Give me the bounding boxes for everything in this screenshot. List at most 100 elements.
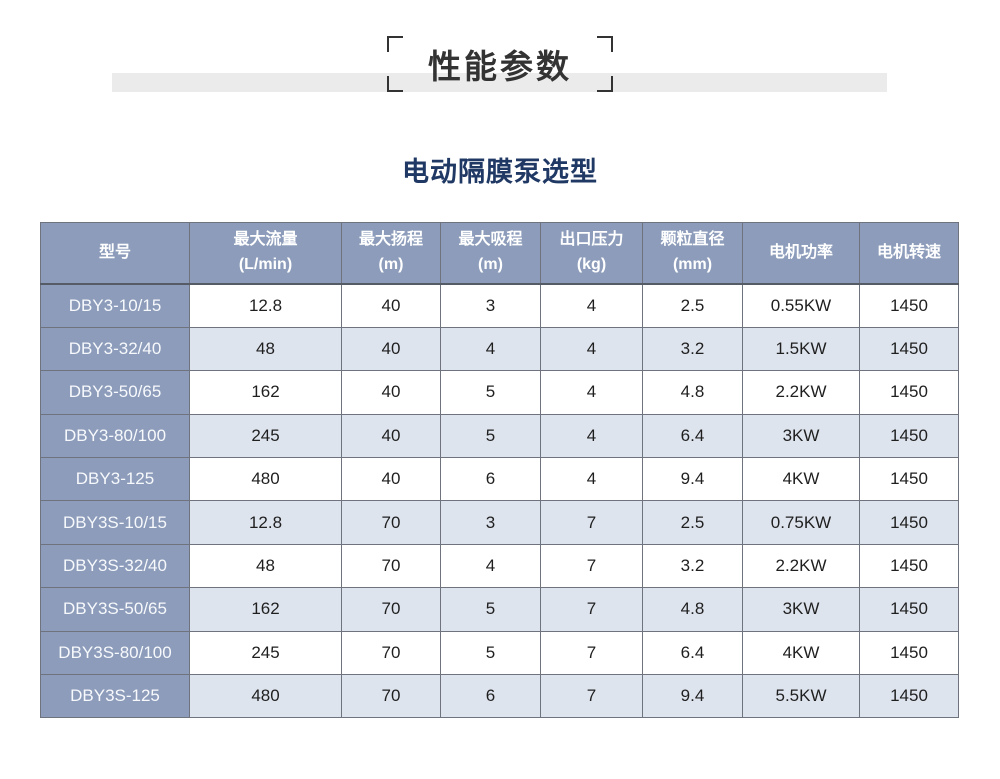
data-cell: 2.2KW <box>742 543 860 589</box>
header-row: 型号 最大流量 (L/min) 最大扬程 (m) 最大吸程 (m) 出口压力 (kg) 颗粒直径 (… <box>40 222 959 285</box>
data-cell: 12.8 <box>189 283 342 328</box>
model-cell: DBY3S-10/15 <box>40 500 190 545</box>
bracket-corner-top-left-icon <box>387 36 403 52</box>
column-header-line: 最大流量 <box>233 231 298 249</box>
data-cell: 4.8 <box>642 370 743 415</box>
model-cell: DBY3-125 <box>40 457 190 502</box>
data-cell: 5.5KW <box>742 674 860 719</box>
data-cell: 3KW <box>742 587 860 632</box>
data-cell: 4 <box>540 457 643 502</box>
column-header-line: 型号 <box>98 243 131 261</box>
column-header-line: 出口压力 <box>559 231 624 249</box>
data-cell: 6 <box>440 457 541 502</box>
data-cell: 6 <box>440 674 541 719</box>
column-header: 最大吸程 (m) <box>440 222 541 285</box>
data-cell: 7 <box>540 543 643 589</box>
data-cell: 1.5KW <box>742 326 860 372</box>
data-cell: 5 <box>440 630 541 676</box>
data-cell: 7 <box>540 500 643 545</box>
data-cell: 1450 <box>859 674 959 719</box>
table-body: DBY3-10/15 12.8 40 3 4 2.5 0.55KW 1450 DBY3-32/4… <box>40 283 959 719</box>
section-subtitle: 电动隔膜泵选型 <box>402 157 598 187</box>
model-cell: DBY3-10/15 <box>40 283 190 328</box>
table-row: DBY3S-125 480 70 6 7 9.4 5.5KW 1450 <box>40 674 959 719</box>
data-cell: 3KW <box>742 413 860 459</box>
column-header: 最大扬程 (m) <box>341 222 441 285</box>
column-header-line: 电机功率 <box>768 243 833 261</box>
data-cell: 7 <box>540 674 643 719</box>
data-cell: 48 <box>189 326 342 372</box>
model-cell: DBY3-80/100 <box>40 413 190 459</box>
data-cell: 4 <box>440 543 541 589</box>
data-cell: 480 <box>189 457 342 502</box>
data-cell: 70 <box>341 500 441 545</box>
data-cell: 70 <box>341 543 441 589</box>
data-cell: 6.4 <box>642 630 743 676</box>
data-cell: 3 <box>440 500 541 545</box>
data-cell: 4KW <box>742 630 860 676</box>
table-row: DBY3-50/65 162 40 5 4 4.8 2.2KW 1450 <box>40 370 959 415</box>
pump-spec-table: 型号 最大流量 (L/min) 最大扬程 (m) 最大吸程 (m) 出口压力 (kg) 颗粒直径 (… <box>40 222 959 719</box>
column-header: 电机转速 <box>859 222 959 285</box>
bracket-corner-top-right-icon <box>597 36 613 52</box>
data-cell: 70 <box>341 630 441 676</box>
column-header-line: 颗粒直径 <box>660 231 725 249</box>
column-header: 型号 <box>40 222 190 285</box>
data-cell: 245 <box>189 630 342 676</box>
data-cell: 4 <box>540 413 643 459</box>
data-cell: 0.75KW <box>742 500 860 545</box>
column-header: 电机功率 <box>742 222 860 285</box>
column-header: 颗粒直径 (mm) <box>642 222 743 285</box>
data-cell: 1450 <box>859 413 959 459</box>
model-cell: DBY3-32/40 <box>40 326 190 372</box>
data-cell: 162 <box>189 370 342 415</box>
data-cell: 4 <box>540 326 643 372</box>
table-header-row: 型号 最大流量 (L/min) 最大扬程 (m) 最大吸程 (m) 出口压力 (kg) 颗粒直径 (… <box>40 222 959 285</box>
data-cell: 2.2KW <box>742 370 860 415</box>
data-cell: 6.4 <box>642 413 743 459</box>
model-cell: DBY3-50/65 <box>40 370 190 415</box>
bracket-corner-bottom-left-icon <box>387 76 403 92</box>
data-cell: 5 <box>440 370 541 415</box>
table-row: DBY3-32/40 48 40 4 4 3.2 1.5KW 1450 <box>40 326 959 372</box>
data-cell: 7 <box>540 630 643 676</box>
table-row: DBY3-10/15 12.8 40 3 4 2.5 0.55KW 1450 <box>40 283 959 328</box>
column-header-line: (kg) <box>576 256 607 273</box>
model-cell: DBY3S-32/40 <box>40 543 190 589</box>
data-cell: 3.2 <box>642 326 743 372</box>
bracket-corner-bottom-right-icon <box>597 76 613 92</box>
data-cell: 1450 <box>859 370 959 415</box>
data-cell: 480 <box>189 674 342 719</box>
model-cell: DBY3S-50/65 <box>40 587 190 632</box>
column-header-line: 电机转速 <box>876 243 941 261</box>
data-cell: 3 <box>440 283 541 328</box>
model-cell: DBY3S-125 <box>40 674 190 719</box>
spec-table-container: 型号 最大流量 (L/min) 最大扬程 (m) 最大吸程 (m) 出口压力 (kg) 颗粒直径 (… <box>40 222 959 719</box>
table-row: DBY3S-32/40 48 70 4 7 3.2 2.2KW 1450 <box>40 543 959 589</box>
column-header-line: 最大扬程 <box>358 231 423 249</box>
column-header: 出口压力 (kg) <box>540 222 643 285</box>
table-row: DBY3S-80/100 245 70 5 7 6.4 4KW 1450 <box>40 630 959 676</box>
title-background-band <box>112 73 887 92</box>
data-cell: 1450 <box>859 283 959 328</box>
model-cell: DBY3S-80/100 <box>40 630 190 676</box>
data-cell: 2.5 <box>642 500 743 545</box>
data-cell: 40 <box>341 370 441 415</box>
data-cell: 1450 <box>859 457 959 502</box>
data-cell: 0.55KW <box>742 283 860 328</box>
data-cell: 4 <box>540 283 643 328</box>
data-cell: 7 <box>540 587 643 632</box>
data-cell: 40 <box>341 413 441 459</box>
data-cell: 1450 <box>859 500 959 545</box>
data-cell: 40 <box>341 457 441 502</box>
data-cell: 4KW <box>742 457 860 502</box>
data-cell: 40 <box>341 283 441 328</box>
data-cell: 1450 <box>859 326 959 372</box>
data-cell: 4 <box>540 370 643 415</box>
data-cell: 2.5 <box>642 283 743 328</box>
data-cell: 9.4 <box>642 674 743 719</box>
column-header-line: (m) <box>478 256 503 273</box>
data-cell: 40 <box>341 326 441 372</box>
data-cell: 162 <box>189 587 342 632</box>
